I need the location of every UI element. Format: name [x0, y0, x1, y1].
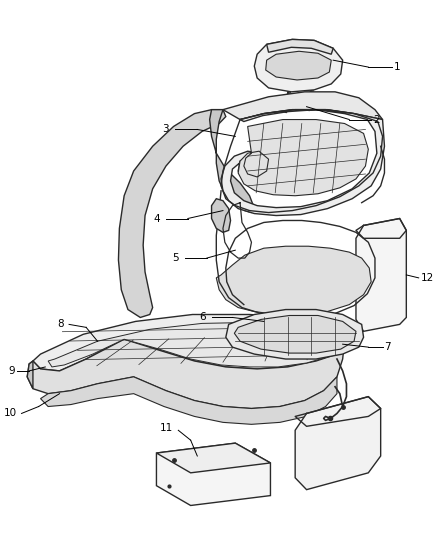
Text: 12: 12: [420, 273, 434, 283]
Polygon shape: [266, 51, 331, 80]
Polygon shape: [212, 199, 230, 232]
Polygon shape: [27, 361, 33, 389]
Polygon shape: [48, 322, 335, 367]
Polygon shape: [156, 443, 270, 505]
Text: 5: 5: [173, 253, 179, 263]
Text: 4: 4: [154, 214, 160, 223]
Text: 10: 10: [4, 408, 17, 418]
Text: 1: 1: [394, 62, 401, 72]
Text: 2: 2: [373, 115, 380, 125]
Polygon shape: [226, 310, 364, 359]
Text: 6: 6: [199, 312, 206, 322]
Text: 7: 7: [385, 342, 391, 352]
Polygon shape: [221, 110, 385, 215]
Polygon shape: [356, 219, 406, 332]
Polygon shape: [27, 339, 345, 408]
Polygon shape: [156, 443, 270, 473]
Polygon shape: [41, 377, 337, 424]
Polygon shape: [295, 397, 381, 490]
Polygon shape: [118, 110, 226, 318]
Text: 11: 11: [160, 423, 173, 433]
Text: 9: 9: [8, 366, 15, 376]
Polygon shape: [33, 314, 345, 371]
Polygon shape: [254, 39, 343, 92]
Text: 3: 3: [162, 124, 169, 134]
Polygon shape: [267, 39, 333, 54]
Polygon shape: [210, 110, 253, 213]
Polygon shape: [223, 92, 382, 119]
Polygon shape: [216, 246, 371, 314]
Polygon shape: [234, 316, 356, 353]
Text: 8: 8: [58, 319, 64, 329]
Polygon shape: [238, 119, 368, 196]
